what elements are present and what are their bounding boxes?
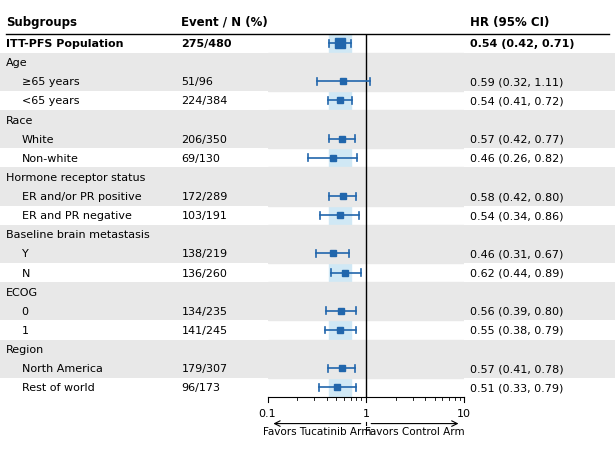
Bar xyxy=(268,168,464,187)
Text: 0.1: 0.1 xyxy=(259,409,276,419)
Text: Y: Y xyxy=(22,249,28,259)
Bar xyxy=(268,244,464,263)
Text: 0.46 (0.31, 0.67): 0.46 (0.31, 0.67) xyxy=(470,249,564,259)
Text: 0.46 (0.26, 0.82): 0.46 (0.26, 0.82) xyxy=(470,153,564,163)
Text: 69/130: 69/130 xyxy=(181,153,220,163)
Text: 0.54 (0.41, 0.72): 0.54 (0.41, 0.72) xyxy=(470,96,564,106)
Text: Race: Race xyxy=(6,115,34,125)
Text: Baseline brain metastasis: Baseline brain metastasis xyxy=(6,230,150,240)
Text: 51/96: 51/96 xyxy=(181,77,213,87)
Bar xyxy=(268,302,464,321)
Text: 0.57 (0.42, 0.77): 0.57 (0.42, 0.77) xyxy=(470,134,564,145)
Text: 96/173: 96/173 xyxy=(181,382,220,392)
Text: 136/260: 136/260 xyxy=(181,268,228,278)
Text: Event / N (%): Event / N (%) xyxy=(181,16,268,29)
Text: 0.54 (0.42, 0.71): 0.54 (0.42, 0.71) xyxy=(470,39,575,49)
Text: Favors Control Arm: Favors Control Arm xyxy=(365,426,465,437)
Text: Subgroups: Subgroups xyxy=(6,16,77,29)
Bar xyxy=(268,73,464,92)
Text: White: White xyxy=(22,134,54,145)
Text: Rest of world: Rest of world xyxy=(22,382,94,392)
Text: 0.56 (0.39, 0.80): 0.56 (0.39, 0.80) xyxy=(470,306,564,316)
Text: 0: 0 xyxy=(22,306,28,316)
Text: 224/384: 224/384 xyxy=(181,96,228,106)
Text: ECOG: ECOG xyxy=(6,287,38,297)
Text: 275/480: 275/480 xyxy=(181,39,232,49)
Text: 1: 1 xyxy=(362,409,370,419)
Bar xyxy=(268,111,464,130)
Text: 0.57 (0.41, 0.78): 0.57 (0.41, 0.78) xyxy=(470,364,564,374)
Bar xyxy=(268,359,464,378)
Text: 206/350: 206/350 xyxy=(181,134,228,145)
Text: 0.59 (0.32, 1.11): 0.59 (0.32, 1.11) xyxy=(470,77,564,87)
Text: 1: 1 xyxy=(22,325,28,335)
Bar xyxy=(329,34,351,397)
Text: ≥65 years: ≥65 years xyxy=(22,77,79,87)
Text: 138/219: 138/219 xyxy=(181,249,228,259)
Text: HR (95% CI): HR (95% CI) xyxy=(470,16,550,29)
Text: 0.51 (0.33, 0.79): 0.51 (0.33, 0.79) xyxy=(470,382,564,392)
Text: 10: 10 xyxy=(458,409,471,419)
Text: 141/245: 141/245 xyxy=(181,325,228,335)
Text: 172/289: 172/289 xyxy=(181,192,228,202)
Bar xyxy=(268,130,464,149)
Text: 0.54 (0.34, 0.86): 0.54 (0.34, 0.86) xyxy=(470,211,564,221)
Text: <65 years: <65 years xyxy=(22,96,79,106)
Bar xyxy=(268,340,464,359)
Bar xyxy=(268,54,464,73)
Text: Region: Region xyxy=(6,344,44,354)
Text: Favors Tucatinib Arm: Favors Tucatinib Arm xyxy=(263,426,371,437)
Text: 0.62 (0.44, 0.89): 0.62 (0.44, 0.89) xyxy=(470,268,564,278)
Text: 103/191: 103/191 xyxy=(181,211,228,221)
Text: Age: Age xyxy=(6,58,28,68)
Text: 0.58 (0.42, 0.80): 0.58 (0.42, 0.80) xyxy=(470,192,564,202)
Bar xyxy=(268,283,464,302)
Text: ER and/or PR positive: ER and/or PR positive xyxy=(22,192,141,202)
Text: N: N xyxy=(22,268,30,278)
Text: ITT-PFS Population: ITT-PFS Population xyxy=(6,39,124,49)
Bar xyxy=(268,225,464,244)
Text: 0.55 (0.38, 0.79): 0.55 (0.38, 0.79) xyxy=(470,325,564,335)
Bar xyxy=(268,187,464,206)
Text: North America: North America xyxy=(22,364,103,374)
Text: 134/235: 134/235 xyxy=(181,306,228,316)
Text: Hormone receptor status: Hormone receptor status xyxy=(6,173,146,183)
Text: Non-white: Non-white xyxy=(22,153,78,163)
Text: 179/307: 179/307 xyxy=(181,364,228,374)
Text: ER and PR negative: ER and PR negative xyxy=(22,211,132,221)
